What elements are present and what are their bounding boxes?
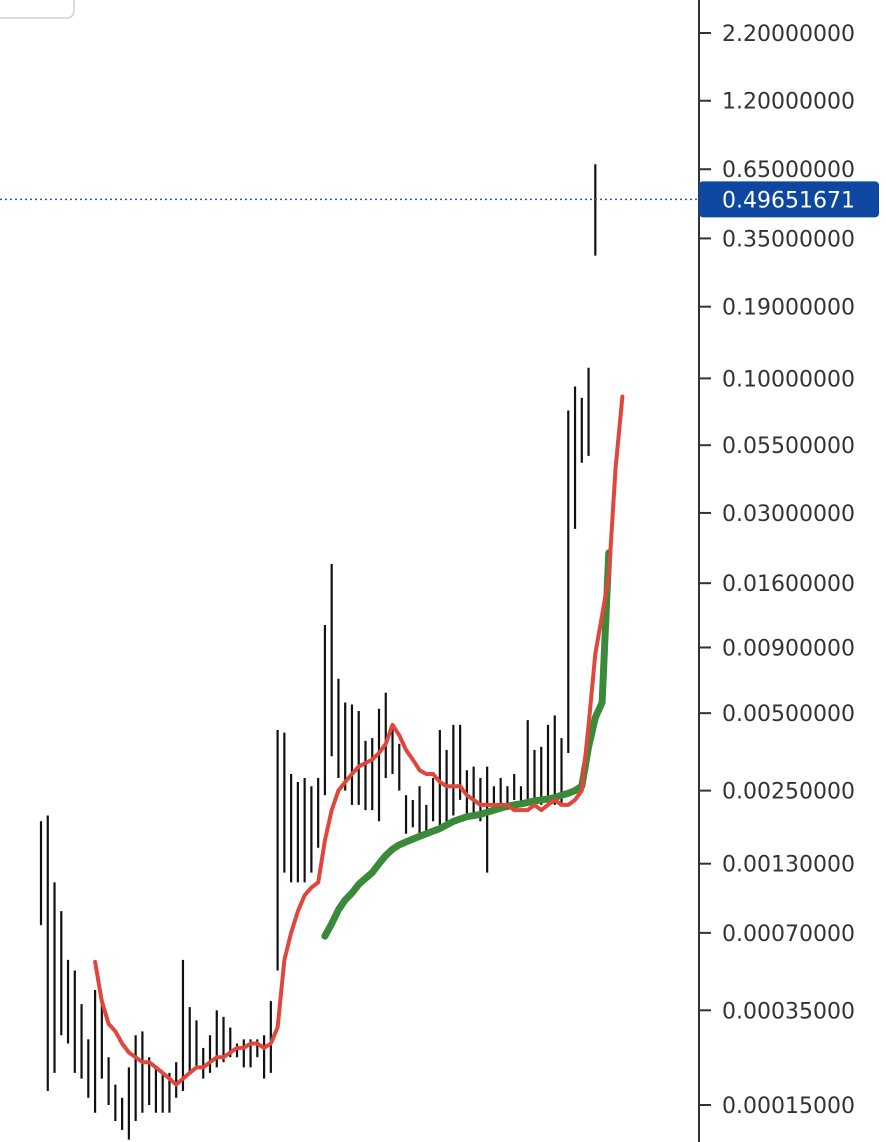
axis-tick-label: 0.05500000 [722, 434, 855, 459]
current-price-label: 0.49651671 [722, 188, 855, 213]
price-bars [39, 164, 597, 1140]
moving-average-lines [93, 394, 625, 1087]
current-price-tag: 0.49651671 [699, 181, 879, 218]
slow-moving-average-line [321, 549, 613, 940]
axis-tick-label: 0.01600000 [722, 572, 855, 597]
current-price-tag-background [699, 181, 879, 218]
axis-tick-label: 1.20000000 [722, 90, 855, 115]
axis-tick-label: 0.00015000 [722, 1094, 855, 1119]
fast-moving-average-line [93, 394, 625, 1087]
legend-box-corner [0, 0, 75, 19]
axis-tick-label: 0.00250000 [722, 780, 855, 805]
axis-tick-label: 0.00900000 [722, 636, 855, 661]
axis-tick-label: 0.65000000 [722, 158, 855, 183]
axis-tick-label: 0.35000000 [722, 227, 855, 252]
axis-tick-label: 0.03000000 [722, 502, 855, 527]
axis-tick-label: 0.00070000 [722, 922, 855, 947]
axis-tick-label: 0.00500000 [722, 702, 855, 727]
price-axis: 2.20000000 1.20000000 0.65000000 0.35000000… [699, 22, 855, 1119]
axis-tick-label: 0.10000000 [722, 367, 855, 392]
axis-tick-label: 2.20000000 [722, 22, 855, 47]
axis-tick-label: 0.00035000 [722, 999, 855, 1024]
axis-tick-label: 0.00130000 [722, 853, 855, 878]
axis-tick-label: 0.19000000 [722, 296, 855, 321]
